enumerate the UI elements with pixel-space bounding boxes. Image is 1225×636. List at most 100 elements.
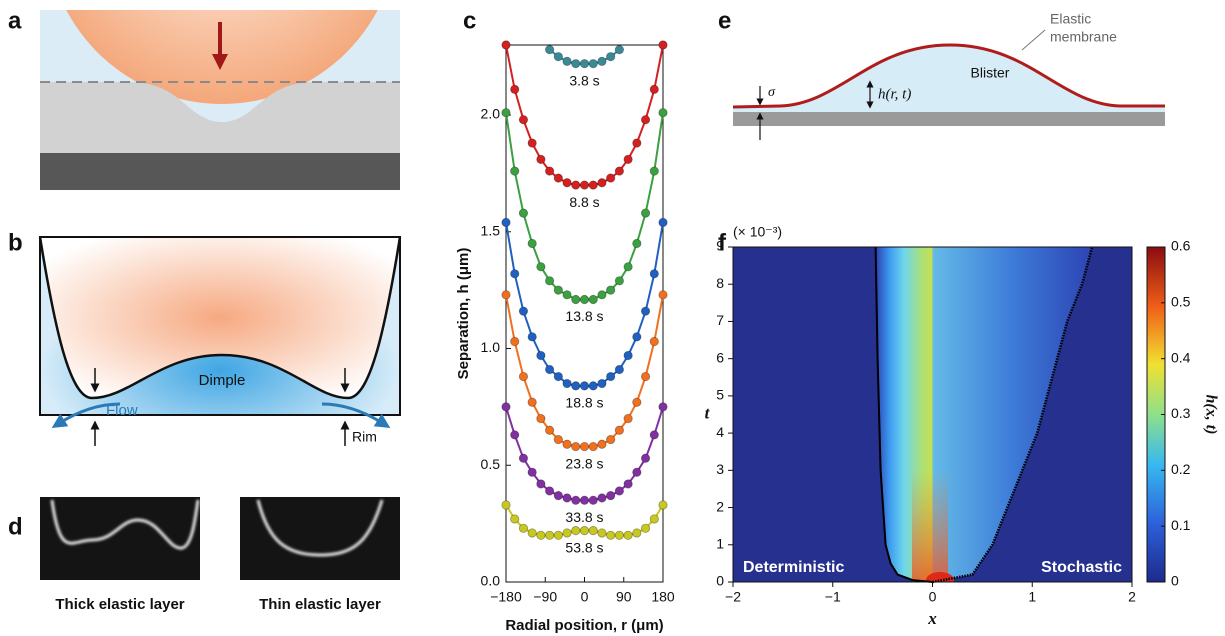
data-point	[641, 209, 649, 217]
data-point	[598, 529, 606, 537]
series-label: 8.8 s	[569, 194, 599, 210]
panel-a	[40, 0, 400, 190]
data-point	[554, 372, 562, 380]
data-point	[572, 59, 580, 67]
data-point	[580, 442, 588, 450]
data-point	[650, 167, 658, 175]
y-tick-label: 3	[716, 461, 724, 477]
x-tick-label: −2	[725, 589, 741, 605]
data-point	[563, 379, 571, 387]
data-point	[572, 181, 580, 189]
colorbar-tick-label: 0.1	[1171, 517, 1191, 533]
data-point	[554, 174, 562, 182]
data-point	[650, 337, 658, 345]
data-point	[615, 45, 623, 53]
data-point	[641, 372, 649, 380]
height-label: h(r, t)	[878, 86, 911, 102]
data-point	[519, 116, 527, 124]
data-point	[572, 496, 580, 504]
colorbar-label: h(x, t)	[1202, 395, 1219, 435]
y-tick-label: 5	[716, 387, 724, 403]
data-point	[545, 45, 553, 53]
panel-label: d	[8, 513, 23, 540]
data-point	[580, 526, 588, 534]
data-point	[537, 263, 545, 271]
data-point	[572, 382, 580, 390]
caption: Thick elastic layer	[55, 596, 184, 613]
y-axis-label: t	[705, 403, 711, 422]
data-point	[511, 167, 519, 175]
y-tick-label: 1.5	[481, 222, 501, 238]
data-point	[580, 496, 588, 504]
data-point	[598, 494, 606, 502]
data-point	[598, 291, 606, 299]
annotation: Deterministic	[743, 559, 844, 576]
x-tick-label: 0	[929, 589, 937, 605]
y-tick-label: 7	[716, 312, 724, 328]
data-point	[528, 333, 536, 341]
data-point	[598, 440, 606, 448]
panel-d: Thick elastic layer Thin elastic layer	[40, 497, 400, 613]
data-point	[598, 379, 606, 387]
scale-label: (× 10⁻³)	[733, 224, 782, 240]
data-point	[554, 435, 562, 443]
data-point	[537, 480, 545, 488]
data-point	[650, 270, 658, 278]
caption: Thin elastic layer	[259, 596, 381, 613]
colorbar-tick-label: 0.5	[1171, 294, 1191, 310]
x-tick-label: 90	[616, 589, 632, 605]
data-point	[545, 487, 553, 495]
data-point	[528, 398, 536, 406]
data-point	[554, 286, 562, 294]
data-point	[572, 526, 580, 534]
data-point	[659, 218, 667, 226]
sigma-label: σ	[768, 85, 776, 100]
data-point	[528, 468, 536, 476]
y-tick-label: 0.5	[481, 456, 501, 472]
series-label: 23.8 s	[565, 455, 603, 471]
data-point	[606, 372, 614, 380]
panel-label: a	[8, 7, 22, 34]
data-point	[528, 239, 536, 247]
membrane-label: Elastic	[1050, 11, 1091, 27]
panel-label: c	[463, 7, 476, 34]
data-point	[519, 372, 527, 380]
series-label: 3.8 s	[569, 72, 599, 88]
data-point	[563, 291, 571, 299]
x-axis-label: Radial position, r (μm)	[505, 617, 663, 634]
dimple-label: Dimple	[199, 372, 246, 389]
data-point	[615, 426, 623, 434]
data-point	[606, 174, 614, 182]
data-point	[554, 491, 562, 499]
data-point	[606, 531, 614, 539]
membrane-label: membrane	[1050, 29, 1117, 45]
x-tick-label: −180	[490, 589, 522, 605]
data-point	[598, 57, 606, 65]
y-tick-label: 0.0	[481, 573, 501, 589]
data-point	[545, 531, 553, 539]
annotation: Stochastic	[1041, 559, 1122, 576]
data-point	[528, 529, 536, 537]
colorbar-tick-label: 0.4	[1171, 349, 1191, 365]
colorbar-tick-label: 0.6	[1171, 238, 1191, 254]
data-point	[537, 414, 545, 422]
data-point	[502, 501, 510, 509]
panel-b: Flow Dimple Rim	[40, 237, 400, 446]
data-point	[502, 41, 510, 49]
data-point	[659, 501, 667, 509]
data-point	[572, 295, 580, 303]
data-point	[633, 398, 641, 406]
data-point	[528, 139, 536, 147]
data-point	[606, 435, 614, 443]
x-tick-label: 1	[1028, 589, 1036, 605]
data-point	[519, 209, 527, 217]
data-point	[589, 295, 597, 303]
data-point	[659, 41, 667, 49]
x-tick-label: −1	[825, 589, 841, 605]
data-point	[659, 403, 667, 411]
series-label: 13.8 s	[565, 308, 603, 324]
data-point	[641, 454, 649, 462]
data-point	[624, 414, 632, 422]
x-tick-label: 180	[651, 589, 675, 605]
data-point	[615, 531, 623, 539]
